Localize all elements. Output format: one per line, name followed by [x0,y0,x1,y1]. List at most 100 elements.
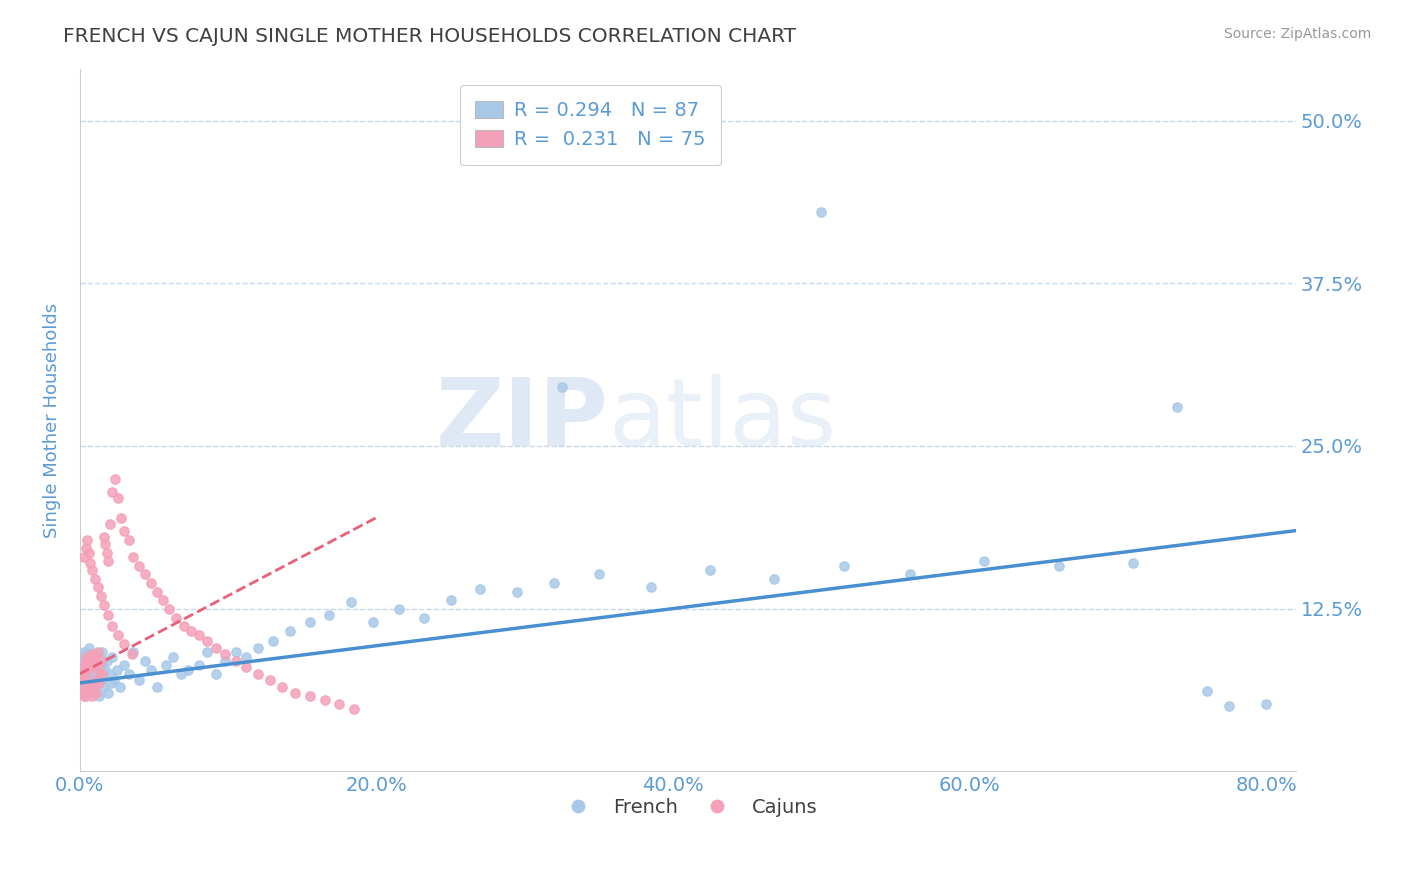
Point [1218,699,1240,714]
Point [89,689,111,703]
Point [121,647,143,661]
Point [75,689,97,703]
Point [77,546,100,560]
Point [73,645,96,659]
Point [205,640,228,655]
Point [72,666,94,681]
Point [75,671,97,685]
Point [318,608,340,623]
Point [340,595,363,609]
Point [101,484,124,499]
Point [77,654,100,668]
Point [72,654,94,668]
Point [543,575,565,590]
Point [128,558,150,573]
Point [128,673,150,688]
Point [1195,683,1218,698]
Point [86,660,108,674]
Point [93,680,115,694]
Point [134,566,156,581]
Point [270,680,292,694]
Point [470,582,492,596]
Point [80,563,103,577]
Point [225,654,247,668]
Point [80,689,103,703]
Point [84,671,107,685]
Point [97,608,120,623]
Point [89,666,111,681]
Point [588,566,610,581]
Point [187,657,209,672]
Point [139,663,162,677]
Point [82,686,104,700]
Point [82,680,104,694]
Point [640,580,662,594]
Point [73,689,96,703]
Point [108,680,131,694]
Text: Source: ZipAtlas.com: Source: ZipAtlas.com [1223,27,1371,41]
Point [170,666,193,681]
Point [259,673,281,688]
Point [551,380,574,394]
Point [82,657,104,672]
Point [413,611,436,625]
Point [80,649,103,664]
Text: atlas: atlas [609,374,837,466]
Text: ZIP: ZIP [436,374,609,466]
Point [97,553,120,567]
Point [107,628,129,642]
Point [94,536,117,550]
Point [157,601,180,615]
Point [75,541,97,555]
Point [110,510,132,524]
Point [77,640,100,655]
Point [93,530,115,544]
Point [90,589,112,603]
Point [699,563,721,577]
Point [72,673,94,688]
Point [101,649,124,664]
Point [280,624,302,638]
Point [134,654,156,668]
Point [810,204,832,219]
Point [101,618,124,632]
Point [79,683,101,698]
Point [76,533,98,547]
Point [118,666,141,681]
Point [76,663,98,677]
Point [103,673,125,688]
Point [79,556,101,570]
Point [146,584,169,599]
Point [77,660,100,674]
Point [139,575,162,590]
Point [146,680,169,694]
Point [162,649,184,664]
Point [80,673,103,688]
Point [83,654,105,668]
Point [89,676,111,690]
Point [91,666,114,681]
Point [122,549,145,564]
Point [762,572,785,586]
Point [91,645,114,659]
Point [73,680,96,694]
Point [76,686,98,700]
Point [73,666,96,681]
Point [86,676,108,690]
Point [246,640,269,655]
Point [91,657,114,672]
Point [98,517,121,532]
Point [83,673,105,688]
Point [84,647,107,661]
Point [1047,558,1070,573]
Point [298,689,321,703]
Point [1166,400,1188,414]
Point [76,647,98,661]
Point [112,637,135,651]
Point [118,533,141,547]
Point [214,647,236,661]
Point [832,558,855,573]
Legend: French, Cajuns: French, Cajuns [551,790,825,825]
Point [165,611,187,625]
Point [83,680,105,694]
